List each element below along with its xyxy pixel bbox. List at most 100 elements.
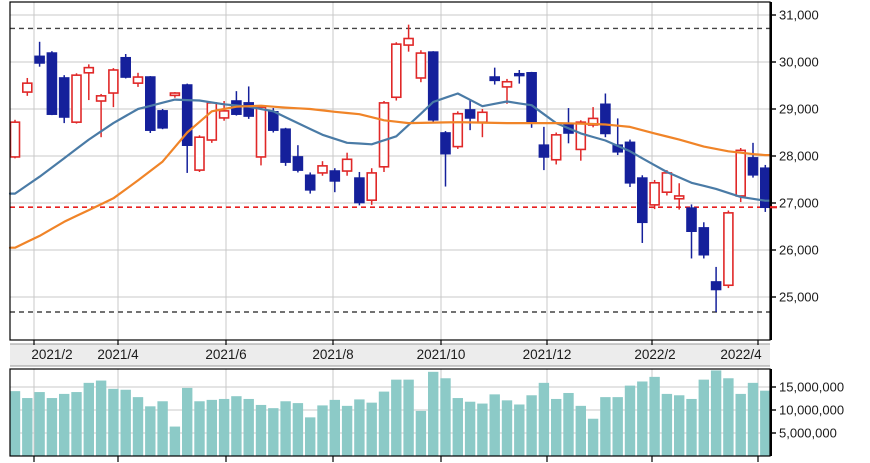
volume-bar <box>624 385 636 456</box>
candle-body-down <box>427 51 439 121</box>
volume-bar <box>255 404 267 456</box>
volume-bar <box>366 402 377 456</box>
price-tick-label: 25,000 <box>779 290 819 305</box>
candle-body-down <box>34 55 45 64</box>
candle-body-up <box>452 112 464 148</box>
x-axis-label: 2022/2 <box>634 347 675 362</box>
volume-bar <box>514 404 525 456</box>
volume-bar <box>354 399 365 456</box>
volume-bar <box>551 398 562 456</box>
candle-body-up <box>415 52 427 79</box>
volume-bar <box>46 398 58 456</box>
volume-bar <box>292 403 304 456</box>
candle-body-down <box>636 177 648 224</box>
candle-body-down <box>538 144 550 158</box>
volume-bar <box>9 391 21 456</box>
volume-tick-label: 15,000,000 <box>779 380 844 395</box>
price-tick-label: 26,000 <box>779 243 819 258</box>
volume-bar <box>280 401 291 456</box>
volume-bar <box>452 398 463 456</box>
x-axis-label: 2021/8 <box>312 347 353 362</box>
candle-body-up <box>378 102 390 168</box>
candle-body-down <box>46 52 58 115</box>
volume-bar <box>428 371 439 456</box>
candle-body-down <box>280 128 291 163</box>
volume-bar <box>637 381 648 456</box>
candle-body-down <box>686 207 697 232</box>
candle-body-down <box>489 76 501 82</box>
candle-body-down <box>58 77 70 118</box>
volume-bar <box>341 405 353 456</box>
candle-body-up <box>366 172 378 201</box>
candle-body-up <box>194 136 205 171</box>
candle-body-up <box>649 181 660 206</box>
x-axis-label: 2021/6 <box>205 347 246 362</box>
x-axis-label: 2022/4 <box>720 347 762 362</box>
volume-bar <box>747 382 759 456</box>
candle-body-up <box>206 102 218 141</box>
volume-bar <box>206 399 217 456</box>
volume-bar <box>501 400 513 456</box>
candle-body-up <box>71 74 82 123</box>
candle-body-down <box>747 157 759 176</box>
candle-body-up <box>132 76 144 84</box>
volume-bar <box>305 417 316 456</box>
volume-bar <box>587 418 599 456</box>
volume-bar <box>600 397 611 456</box>
candle-body-down <box>145 76 156 131</box>
candle-body-down <box>243 102 254 117</box>
price-tick-label: 29,000 <box>779 102 819 117</box>
volume-bar <box>415 410 427 456</box>
candle-body-up <box>735 149 747 197</box>
volume-bar <box>661 393 673 456</box>
ma-short-line <box>8 92 772 202</box>
volume-bar <box>157 401 168 456</box>
volume-bar <box>34 392 45 456</box>
volume-bar <box>735 393 746 456</box>
candle-body-up <box>108 69 119 94</box>
candle-body-down <box>292 156 304 171</box>
candle-body-up <box>661 172 673 193</box>
candle-body-up <box>169 92 181 97</box>
candle-body-up <box>9 121 21 158</box>
price-tick-label: 28,000 <box>779 149 819 164</box>
volume-bar <box>710 370 722 456</box>
candle-body-up <box>723 212 734 287</box>
candle-body-up <box>21 82 33 93</box>
candle-body-down <box>710 281 722 291</box>
candle-body-down <box>120 56 131 78</box>
volume-bar <box>83 382 94 456</box>
volume-bar <box>22 398 33 456</box>
volume-bar <box>329 399 340 456</box>
volume-bar <box>698 379 709 456</box>
candle-body-up <box>83 66 95 74</box>
volume-bar <box>440 378 451 456</box>
candle-body-down <box>624 141 636 184</box>
ma-long-line <box>8 104 772 249</box>
volume-bar <box>108 388 119 456</box>
candle-body-down <box>440 132 451 155</box>
volume-bar <box>145 406 156 456</box>
candle-body-up <box>317 165 328 174</box>
volume-bar <box>612 397 623 456</box>
volume-bar <box>268 408 279 456</box>
volume-bar <box>575 405 586 456</box>
volume-bar <box>464 401 476 456</box>
volume-bar <box>231 396 242 456</box>
x-axis-label: 2021/10 <box>417 347 466 362</box>
candle-body-down <box>526 72 537 124</box>
candle-body-down <box>354 177 365 204</box>
volume-bar <box>120 389 131 456</box>
candle-body-up <box>341 158 353 172</box>
candle-body-up <box>95 95 107 102</box>
candle-body-up <box>575 121 587 151</box>
candle-body-up <box>550 134 562 161</box>
volume-bar <box>723 378 734 456</box>
volume-tick-label: 5,000,000 <box>779 426 837 441</box>
candle-body-down <box>181 84 193 146</box>
candle-body-up <box>403 37 414 46</box>
price-tick-label: 31,000 <box>779 8 819 23</box>
candle-body-down <box>600 103 611 135</box>
